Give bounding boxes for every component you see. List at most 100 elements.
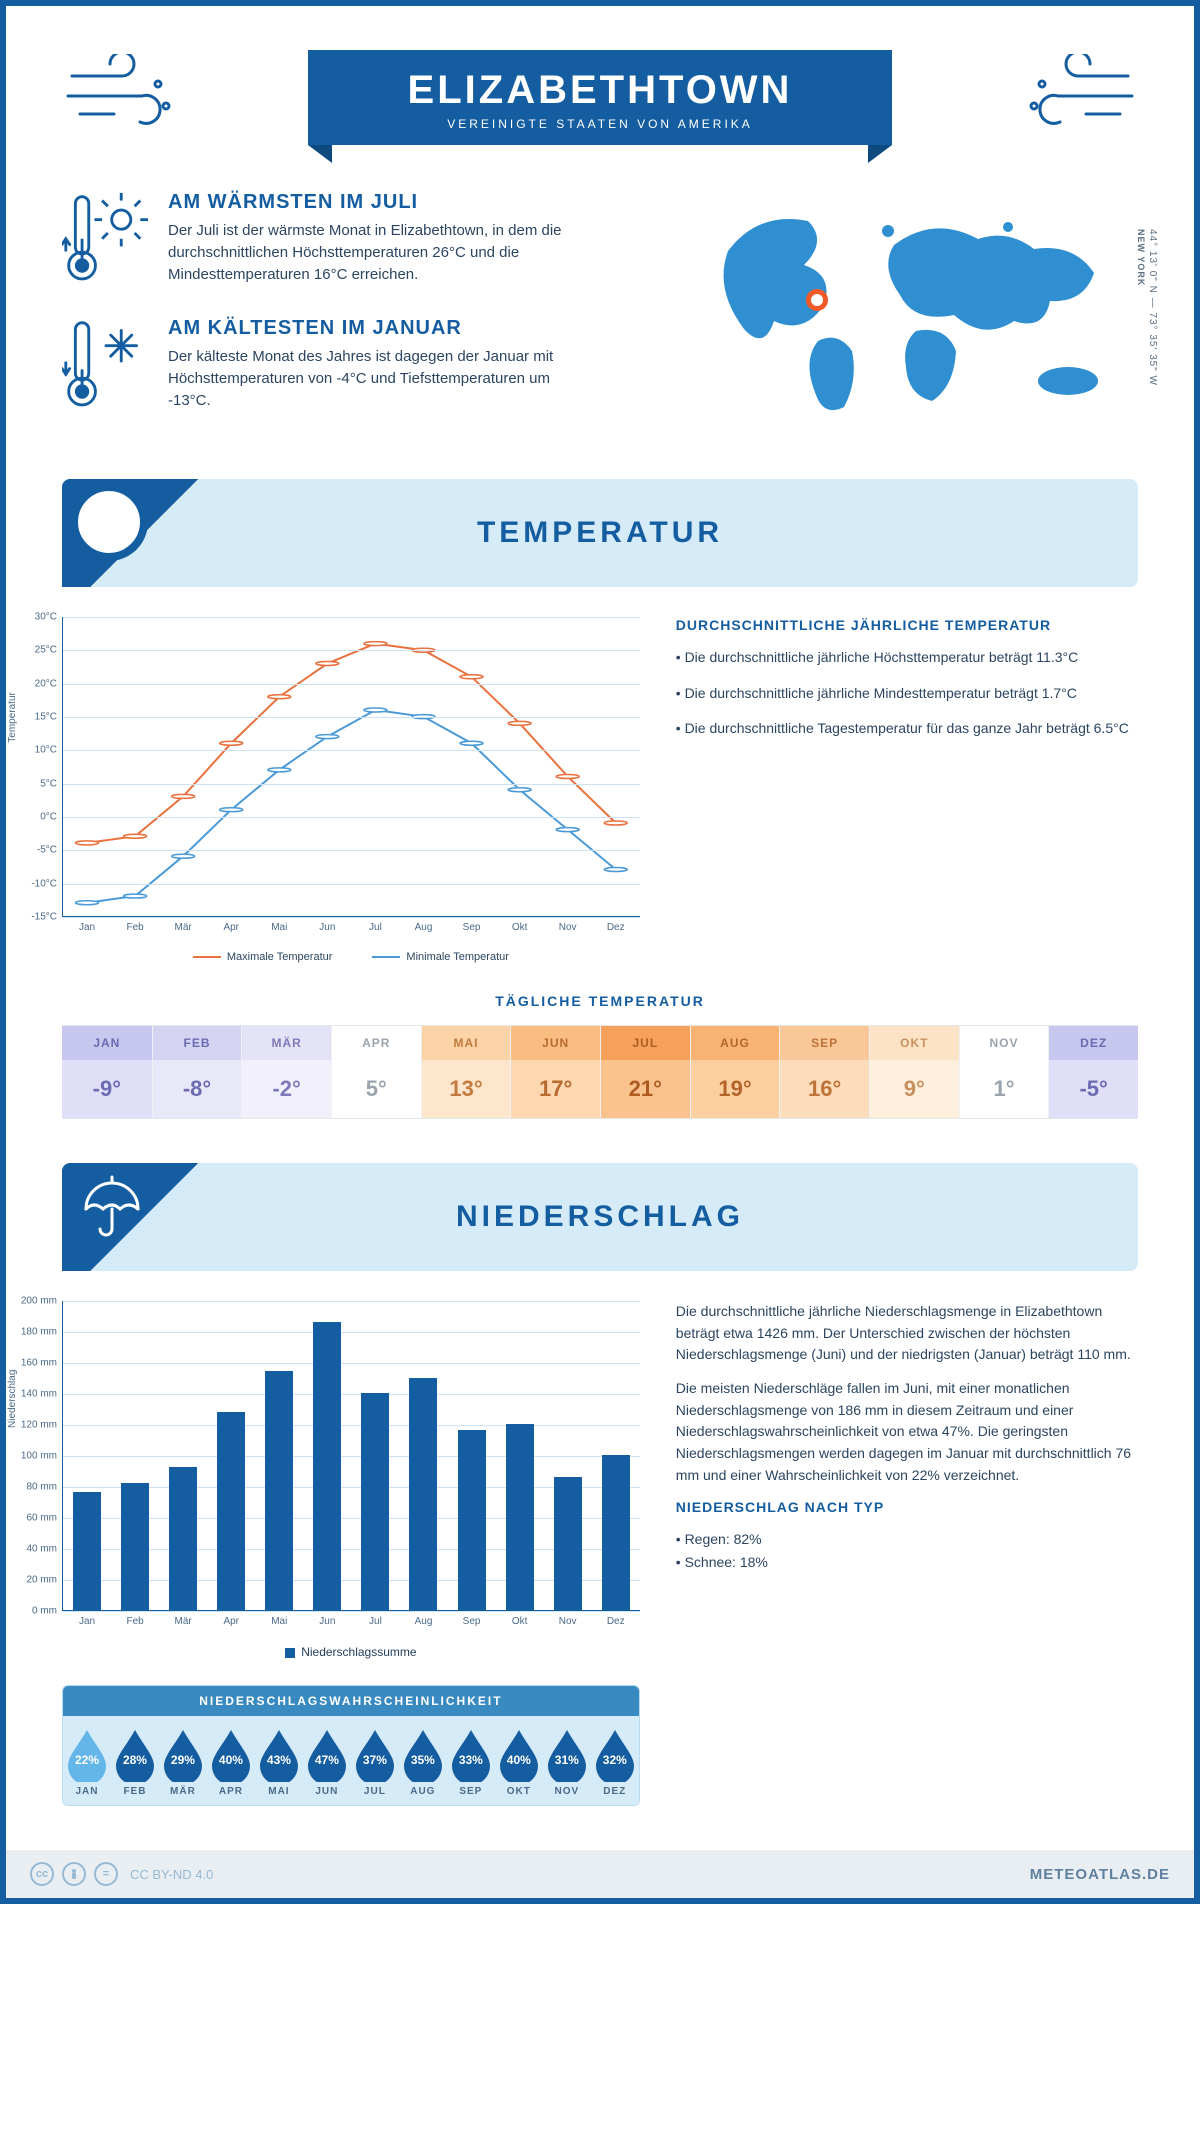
precip-prob-month: JUL [364, 1786, 386, 1797]
temp-ytick: 15°C [35, 712, 63, 723]
coldest-body: Der kälteste Monat des Jahres ist dagege… [168, 346, 588, 411]
daily-temp-cell: NOV1° [959, 1026, 1049, 1118]
daily-temp-month: MAI [422, 1026, 511, 1060]
temp-xtick: Nov [559, 916, 577, 933]
footer-license: cc = CC BY-ND 4.0 [30, 1862, 213, 1886]
daily-temp-cell: FEB-8° [152, 1026, 242, 1118]
precip-y-axis-label: Niederschlag [7, 1369, 18, 1427]
temperature-row: Temperatur -15°C-10°C-5°C0°C5°C10°C15°C2… [62, 617, 1138, 963]
daily-temp-month: JAN [62, 1026, 152, 1060]
precip-xtick: Nov [559, 1610, 577, 1627]
raindrop-icon: 32% [594, 1728, 636, 1782]
nd-icon: = [94, 1862, 118, 1886]
precip-para-1: Die durchschnittliche jährliche Niedersc… [676, 1301, 1138, 1366]
wind-icon [62, 54, 182, 134]
temp-ytick: -10°C [31, 878, 63, 889]
temp-ytick: 0°C [40, 812, 63, 823]
daily-temp-value: -5° [1049, 1060, 1138, 1118]
temperature-side-text: DURCHSCHNITTLICHE JÄHRLICHE TEMPERATUR •… [676, 617, 1138, 963]
daily-temp-cell: JAN-9° [62, 1026, 152, 1118]
temp-xtick: Apr [223, 916, 239, 933]
precip-bar [217, 1412, 245, 1610]
precip-ytick: 80 mm [26, 1482, 63, 1493]
license-text: CC BY-ND 4.0 [130, 1867, 213, 1882]
temp-legend: Maximale Temperatur Minimale Temperatur [62, 951, 640, 963]
avg-temp-bullet: • Die durchschnittliche jährliche Mindes… [676, 683, 1138, 705]
precip-prob-cell: 43%MAI [255, 1716, 303, 1805]
avg-temp-heading: DURCHSCHNITTLICHE JÄHRLICHE TEMPERATUR [676, 617, 1138, 633]
temp-xtick: Aug [415, 916, 433, 933]
precip-ytick: 100 mm [21, 1451, 63, 1462]
raindrop-icon: 33% [450, 1728, 492, 1782]
precip-prob-cell: 33%SEP [447, 1716, 495, 1805]
temp-xtick: Jul [369, 916, 382, 933]
raindrop-icon: 40% [210, 1728, 252, 1782]
umbrella-icon [76, 1173, 146, 1243]
daily-temp-value: -2° [242, 1060, 331, 1118]
raindrop-icon: 37% [354, 1728, 396, 1782]
precip-side-text: Die durchschnittliche jährliche Niedersc… [676, 1301, 1138, 1806]
temp-ytick: 5°C [40, 778, 63, 789]
raindrop-icon: 47% [306, 1728, 348, 1782]
precip-xtick: Jul [369, 1610, 382, 1627]
precip-prob-cell: 40%OKT [495, 1716, 543, 1805]
precip-xtick: Mai [271, 1610, 287, 1627]
daily-temp-value: -8° [153, 1060, 242, 1118]
city-title: ELIZABETHTOWN [408, 68, 793, 113]
daily-temp-month: FEB [153, 1026, 242, 1060]
summary-row: AM WÄRMSTEN IM JULI Der Juli ist der wär… [62, 191, 1138, 443]
temp-xtick: Mär [175, 916, 192, 933]
precip-prob-cell: 29%MÄR [159, 1716, 207, 1805]
avg-temp-bullet: • Die durchschnittliche jährliche Höchst… [676, 647, 1138, 669]
precip-heading: NIEDERSCHLAG [456, 1200, 744, 1234]
daily-temp-value: -9° [62, 1060, 152, 1118]
precip-type-heading: NIEDERSCHLAG NACH TYP [676, 1499, 1138, 1515]
cc-icon: cc [30, 1862, 54, 1886]
precip-bar [121, 1483, 149, 1610]
raindrop-icon: 28% [114, 1728, 156, 1782]
temp-xtick: Dez [607, 916, 625, 933]
temperature-chart: Temperatur -15°C-10°C-5°C0°C5°C10°C15°C2… [62, 617, 640, 963]
precip-row: Niederschlag 0 mm20 mm40 mm60 mm80 mm100… [62, 1301, 1138, 1806]
daily-temp-cell: SEP16° [779, 1026, 869, 1118]
precip-probability-block: NIEDERSCHLAGSWAHRSCHEINLICHKEIT 22%JAN28… [62, 1685, 640, 1806]
daily-temp-cell: MÄR-2° [241, 1026, 331, 1118]
precip-prob-cell: 22%JAN [63, 1716, 111, 1805]
temp-xtick: Jun [319, 916, 335, 933]
temp-ytick: 20°C [35, 678, 63, 689]
daily-temp-cell: JUN17° [510, 1026, 600, 1118]
coordinates: 44° 13' 0" N — 73° 35' 35" W NEW YORK [1138, 191, 1156, 423]
avg-temp-bullets: • Die durchschnittliche jährliche Höchst… [676, 647, 1138, 740]
precip-prob-month: JUN [315, 1786, 338, 1797]
sun-icon [76, 489, 142, 555]
avg-temp-bullet: • Die durchschnittliche Tagestemperatur … [676, 718, 1138, 740]
precip-prob-month: MAI [268, 1786, 289, 1797]
temp-lines-svg [63, 617, 640, 916]
precip-xtick: Mär [175, 1610, 192, 1627]
legend-min: Minimale Temperatur [372, 951, 509, 963]
precip-type-rain: • Regen: 82% [676, 1529, 1138, 1551]
temp-ytick: -15°C [31, 912, 63, 923]
banner-corner [62, 1163, 202, 1271]
title-ribbon: ELIZABETHTOWN VEREINIGTE STAATEN VON AME… [308, 50, 893, 145]
raindrop-icon: 31% [546, 1728, 588, 1782]
precip-prob-month: JAN [75, 1786, 98, 1797]
precip-prob-month: DEZ [603, 1786, 626, 1797]
page-frame: ELIZABETHTOWN VEREINIGTE STAATEN VON AME… [0, 0, 1200, 1904]
precip-ytick: 180 mm [21, 1327, 63, 1338]
precip-bar [554, 1477, 582, 1610]
daily-temp-cell: DEZ-5° [1048, 1026, 1138, 1118]
precip-ytick: 20 mm [26, 1575, 63, 1586]
precip-prob-month: AUG [410, 1786, 435, 1797]
precip-prob-row: 22%JAN28%FEB29%MÄR40%APR43%MAI47%JUN37%J… [63, 1716, 639, 1805]
precip-bar [169, 1467, 197, 1610]
precip-prob-month: APR [219, 1786, 243, 1797]
raindrop-icon: 35% [402, 1728, 444, 1782]
precip-xtick: Jan [79, 1610, 95, 1627]
precip-ytick: 60 mm [26, 1513, 63, 1524]
daily-temp-value: 9° [870, 1060, 959, 1118]
precip-chart: Niederschlag 0 mm20 mm40 mm60 mm80 mm100… [62, 1301, 640, 1806]
daily-temp-value: 1° [960, 1060, 1049, 1118]
precip-prob-cell: 32% DEZ [591, 1716, 639, 1805]
temp-xtick: Okt [512, 916, 528, 933]
